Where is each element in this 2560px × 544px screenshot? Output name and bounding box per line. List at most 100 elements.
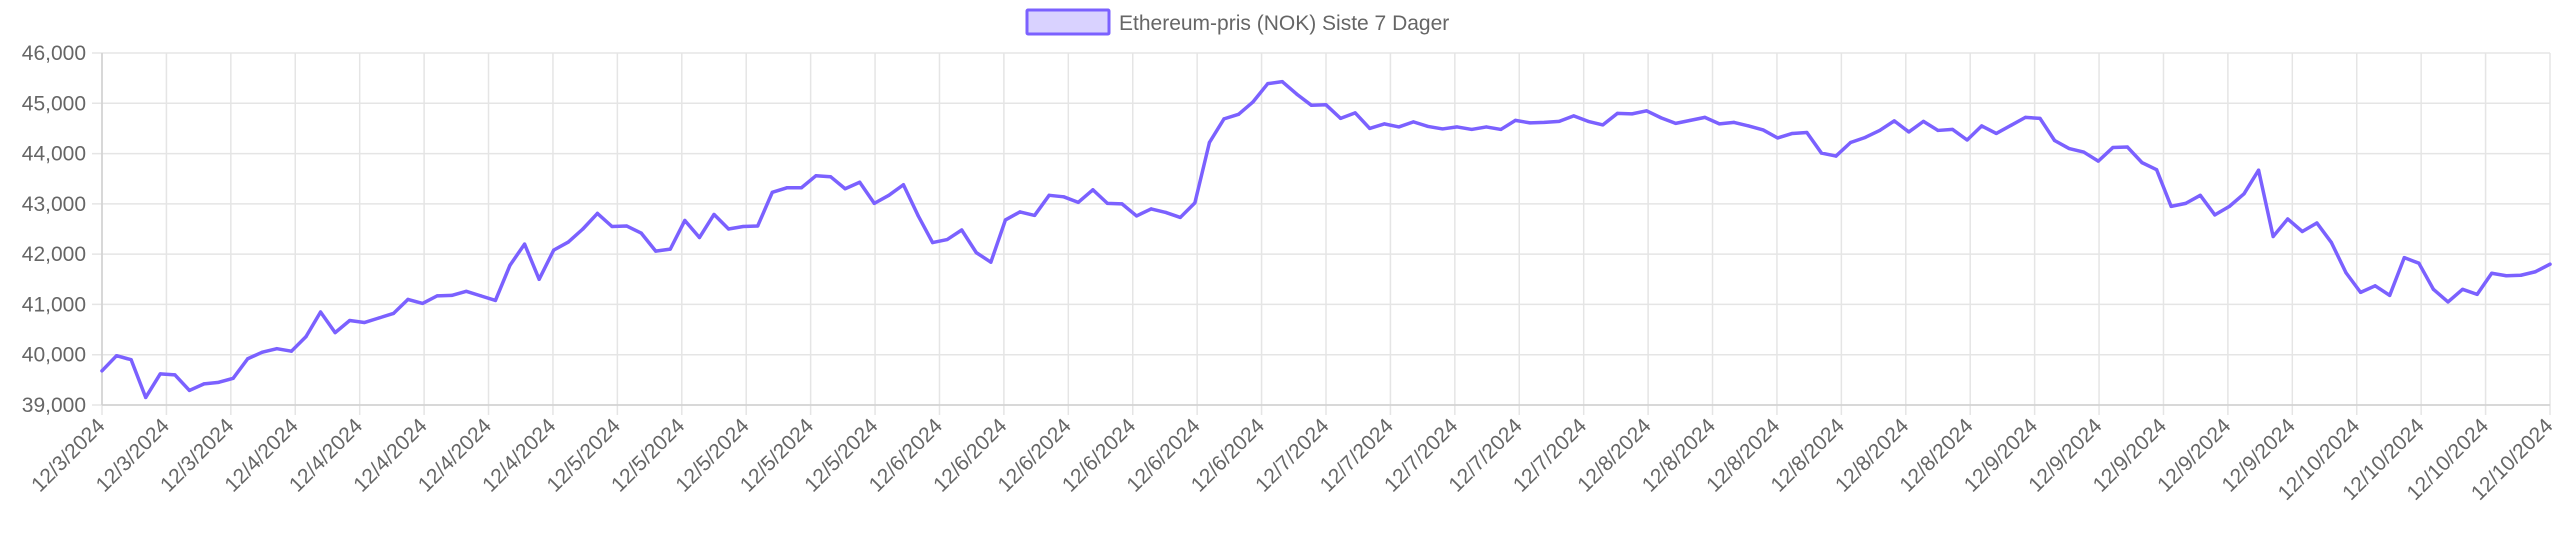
data-point[interactable]	[1499, 127, 1503, 132]
data-point[interactable]	[2227, 204, 2232, 208]
data-point[interactable]	[1484, 125, 1488, 129]
data-point[interactable]	[100, 369, 104, 373]
data-point[interactable]	[2023, 115, 2028, 119]
data-point[interactable]	[930, 240, 935, 245]
data-point[interactable]	[1003, 218, 1008, 222]
data-point[interactable]	[362, 320, 366, 325]
data-point[interactable]	[391, 311, 396, 316]
data-point[interactable]	[2475, 292, 2479, 296]
data-point[interactable]	[2373, 284, 2377, 288]
data-point[interactable]	[435, 294, 439, 298]
data-point[interactable]	[420, 301, 425, 306]
data-point[interactable]	[1717, 122, 1722, 126]
data-point[interactable]	[1644, 109, 1649, 113]
data-point[interactable]	[1207, 140, 1212, 145]
data-point[interactable]	[479, 294, 483, 298]
data-point[interactable]	[2329, 240, 2334, 245]
data-point[interactable]	[828, 175, 833, 179]
data-point[interactable]	[1557, 119, 1561, 123]
data-point[interactable]	[1732, 120, 1736, 124]
data-point[interactable]	[887, 193, 891, 197]
data-point[interactable]	[216, 380, 221, 384]
data-point[interactable]	[624, 224, 629, 228]
data-point[interactable]	[1149, 207, 1153, 211]
data-point[interactable]	[945, 237, 949, 242]
data-point[interactable]	[1921, 119, 1926, 123]
data-point[interactable]	[158, 372, 162, 376]
data-point[interactable]	[2519, 273, 2523, 277]
data-point[interactable]	[2198, 193, 2202, 197]
data-point[interactable]	[960, 228, 964, 232]
data-point[interactable]	[610, 224, 614, 229]
data-point[interactable]	[1411, 120, 1416, 124]
data-point[interactable]	[872, 201, 876, 205]
data-point[interactable]	[1470, 127, 1474, 132]
legend[interactable]: Ethereum-pris (NOK) Siste 7 Dager	[1025, 8, 1449, 36]
data-point[interactable]	[2271, 234, 2275, 239]
data-point[interactable]	[639, 231, 643, 235]
data-point[interactable]	[1746, 124, 1751, 128]
data-point[interactable]	[1353, 111, 1357, 115]
data-point[interactable]	[318, 310, 323, 314]
data-point[interactable]	[1062, 195, 1066, 199]
data-point[interactable]	[2009, 123, 2013, 128]
data-point[interactable]	[2242, 192, 2246, 196]
data-point[interactable]	[173, 373, 177, 377]
data-point[interactable]	[144, 395, 148, 400]
data-point[interactable]	[1222, 117, 1226, 121]
data-point[interactable]	[654, 249, 658, 253]
data-point[interactable]	[668, 247, 672, 251]
data-point[interactable]	[1032, 213, 1037, 218]
data-point[interactable]	[1776, 136, 1780, 140]
data-point[interactable]	[1980, 124, 1984, 128]
data-point[interactable]	[989, 260, 993, 264]
data-point[interactable]	[2125, 145, 2130, 149]
data-point[interactable]	[289, 349, 294, 353]
data-point[interactable]	[1878, 128, 1882, 133]
data-point[interactable]	[2140, 161, 2144, 165]
data-point[interactable]	[581, 227, 585, 231]
data-point[interactable]	[2460, 287, 2465, 291]
data-point[interactable]	[814, 174, 818, 178]
data-point[interactable]	[1586, 119, 1590, 123]
data-point[interactable]	[697, 235, 702, 240]
data-point[interactable]	[2417, 261, 2421, 265]
data-point[interactable]	[858, 180, 862, 184]
data-point[interactable]	[2388, 293, 2392, 297]
data-point[interactable]	[1630, 112, 1634, 116]
data-point[interactable]	[537, 277, 541, 281]
data-point[interactable]	[683, 218, 687, 223]
data-point[interactable]	[1819, 151, 1824, 155]
data-point[interactable]	[114, 354, 119, 358]
data-point[interactable]	[406, 297, 410, 301]
data-point[interactable]	[1572, 114, 1576, 118]
data-point[interactable]	[1805, 130, 1809, 135]
data-point[interactable]	[1193, 201, 1197, 205]
data-point[interactable]	[1295, 92, 1299, 96]
data-point[interactable]	[2300, 229, 2304, 234]
data-point[interactable]	[1834, 154, 1838, 158]
data-point[interactable]	[712, 212, 716, 217]
data-point[interactable]	[1105, 201, 1110, 205]
data-point[interactable]	[2067, 146, 2071, 151]
data-point[interactable]	[1338, 116, 1343, 120]
data-point[interactable]	[2038, 116, 2042, 120]
data-point[interactable]	[1382, 122, 1386, 126]
data-point[interactable]	[1236, 112, 1241, 116]
data-point[interactable]	[1076, 200, 1080, 204]
data-point[interactable]	[1688, 118, 1692, 122]
data-point[interactable]	[508, 263, 512, 267]
data-point[interactable]	[377, 316, 381, 320]
data-point[interactable]	[1091, 188, 1095, 192]
data-point[interactable]	[2184, 201, 2188, 205]
data-point[interactable]	[595, 211, 600, 216]
data-point[interactable]	[246, 357, 250, 361]
data-point[interactable]	[1950, 127, 1955, 132]
data-point[interactable]	[1659, 116, 1663, 120]
data-point[interactable]	[2490, 271, 2494, 275]
data-point[interactable]	[202, 382, 206, 386]
data-point[interactable]	[1018, 210, 1022, 214]
data-point[interactable]	[2052, 138, 2057, 143]
data-point[interactable]	[770, 190, 774, 194]
data-point[interactable]	[1994, 131, 1998, 136]
